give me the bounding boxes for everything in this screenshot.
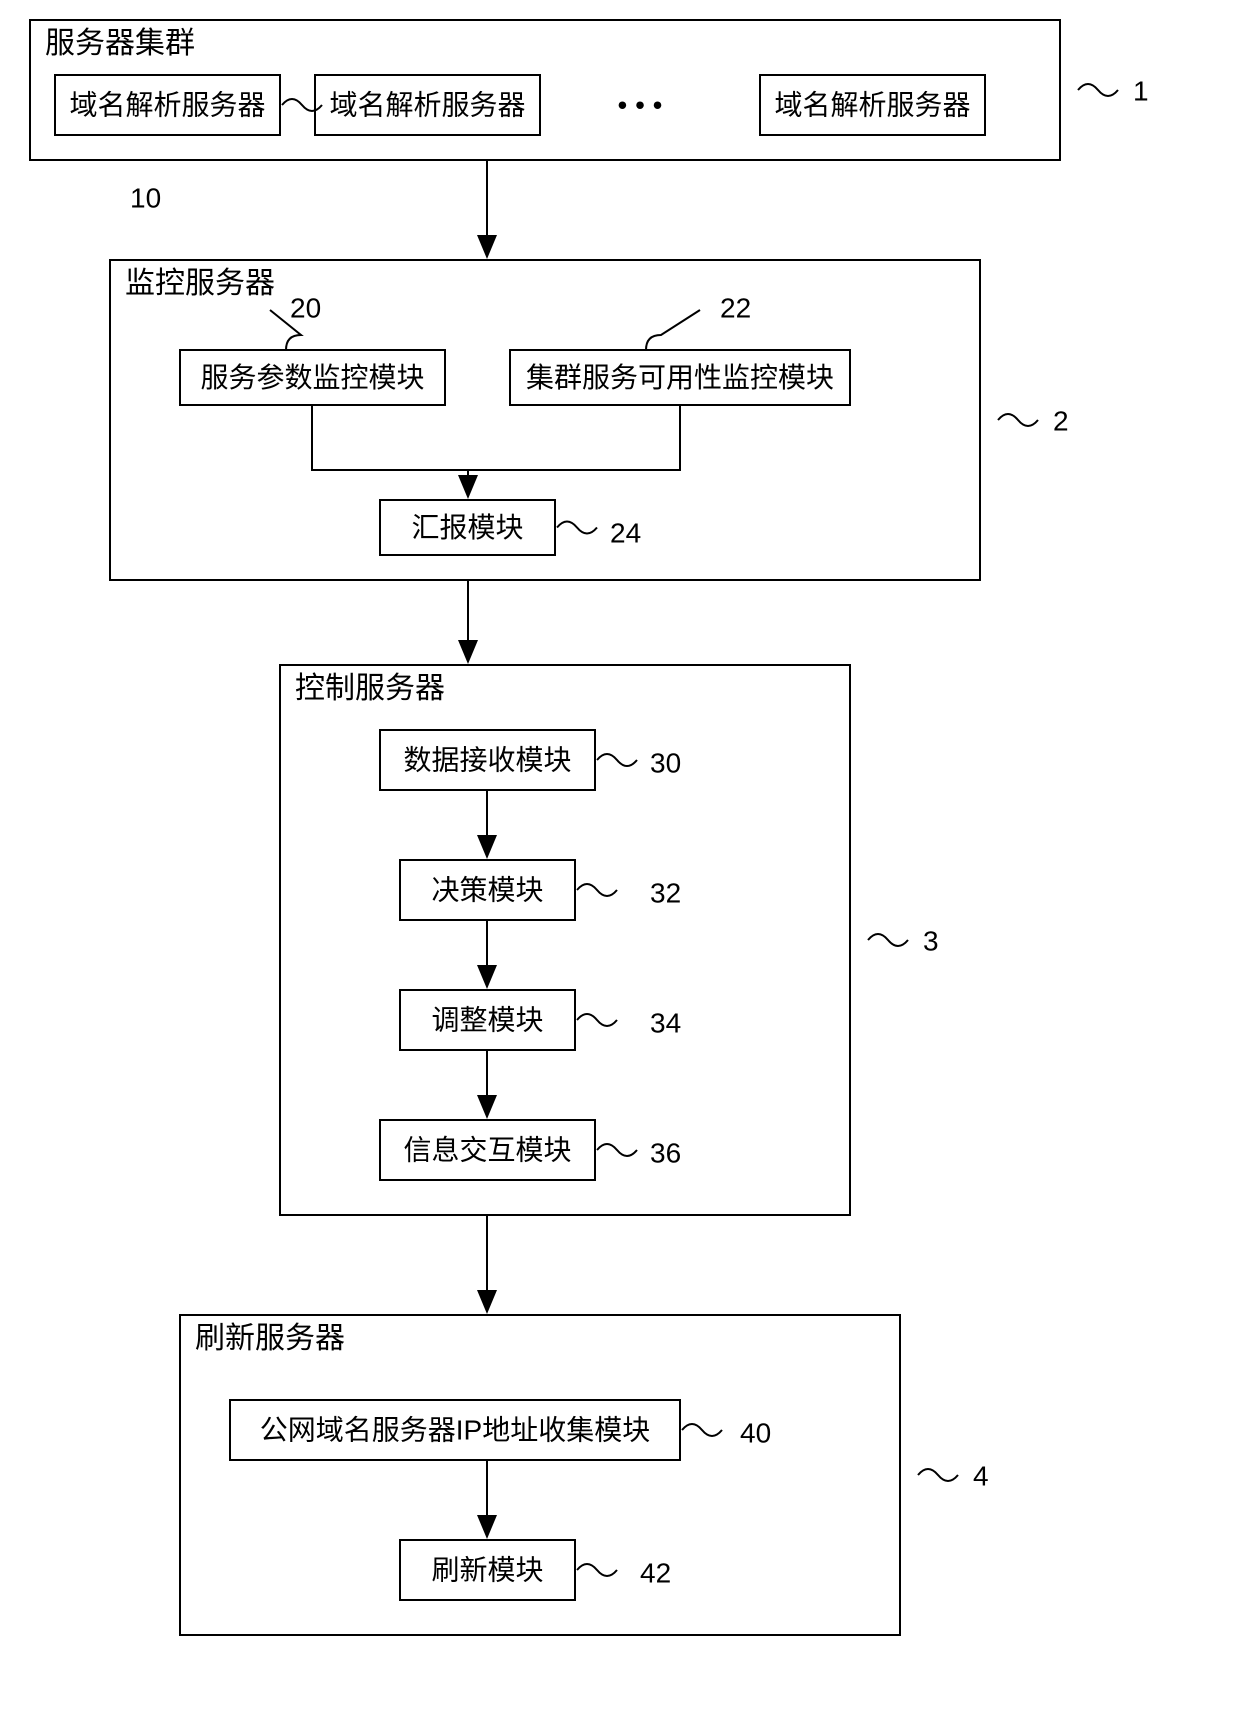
side-label: 3 [923, 925, 939, 956]
box-b32: 决策模块 32 [400, 860, 681, 920]
box-label: 数据接收模块 [403, 744, 571, 775]
box-label: • • • [618, 89, 663, 120]
ref-label: 42 [640, 1557, 671, 1588]
group-title: 控制服务器 [295, 672, 445, 705]
box-b24: 汇报模块 24 [380, 500, 641, 555]
ref-label: 32 [650, 877, 681, 908]
box-label: 服务参数监控模块 [200, 362, 424, 393]
box-label: 域名解析服务器 [69, 89, 265, 120]
ref-label: 40 [740, 1417, 771, 1448]
box-dots: • • • [618, 89, 663, 120]
group-title: 刷新服务器 [195, 1322, 345, 1355]
flowchart-diagram: 服务器集群域名解析服务器10域名解析服务器• • •域名解析服务器监控服务器服务… [0, 0, 1240, 1714]
group-title: 监控服务器 [125, 267, 275, 300]
box-label: 域名解析服务器 [774, 89, 970, 120]
ref-label: 22 [720, 292, 751, 323]
box-label: 集群服务可用性监控模块 [526, 362, 834, 393]
group-g3: 控制服务器数据接收模块 30 决策模块 32 调整模块 34 信息交互模块 36 [280, 665, 850, 1215]
box-label: 决策模块 [431, 874, 543, 905]
box-label: 公网域名服务器IP地址收集模块 [260, 1414, 650, 1445]
group-title: 服务器集群 [45, 27, 195, 60]
box-b34: 调整模块 34 [400, 990, 681, 1050]
box-label: 信息交互模块 [403, 1134, 571, 1165]
box-b22: 集群服务可用性监控模块 22 [510, 292, 850, 405]
box-label: 刷新模块 [431, 1554, 543, 1585]
box-b36: 信息交互模块 36 [380, 1120, 681, 1180]
ref-label: 36 [650, 1137, 681, 1168]
group-g4: 刷新服务器公网域名服务器IP地址收集模块 40 刷新模块 42 [180, 1315, 900, 1635]
side-label: 4 [973, 1460, 989, 1491]
box-b10: 域名解析服务器 10 [55, 75, 322, 213]
box-label: 调整模块 [431, 1004, 543, 1035]
box-b42: 刷新模块 42 [400, 1540, 671, 1600]
ref-label: 10 [130, 182, 161, 213]
side-label: 2 [1053, 405, 1069, 436]
box-b12: 域名解析服务器 [760, 75, 985, 135]
group-g2: 监控服务器服务参数监控模块 20 集群服务可用性监控模块 22 汇报模块 24 [110, 260, 980, 580]
box-b30: 数据接收模块 30 [380, 730, 681, 790]
ref-label: 20 [290, 292, 321, 323]
group-g1: 服务器集群域名解析服务器 10 域名解析服务器 • • • 域名解析服务器 [30, 20, 1060, 213]
box-b20: 服务参数监控模块 20 [180, 292, 445, 405]
side-label: 1 [1133, 75, 1149, 106]
box-b40: 公网域名服务器IP地址收集模块 40 [230, 1400, 771, 1460]
box-label: 汇报模块 [411, 512, 523, 543]
box-label: 域名解析服务器 [329, 89, 525, 120]
ref-label: 24 [610, 517, 641, 548]
ref-label: 30 [650, 747, 681, 778]
ref-label: 34 [650, 1007, 681, 1038]
box-b11: 域名解析服务器 [315, 75, 540, 135]
